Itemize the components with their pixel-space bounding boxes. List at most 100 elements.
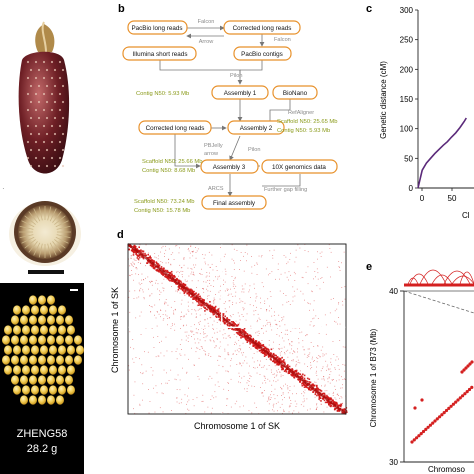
contact-point	[322, 398, 325, 400]
contact-point	[213, 303, 215, 305]
contact-point	[283, 359, 285, 361]
contact-point	[228, 390, 229, 391]
contact-point	[252, 357, 254, 359]
contact-point	[160, 251, 161, 253]
contact-point	[194, 364, 195, 366]
contact-point	[244, 302, 246, 304]
contact-point	[296, 373, 298, 375]
contact-point	[308, 388, 310, 391]
contact-point	[139, 404, 141, 406]
contact-point	[301, 331, 303, 333]
contact-point	[148, 389, 149, 390]
contact-point	[180, 354, 182, 356]
contact-point	[321, 277, 323, 278]
link-arc	[419, 269, 447, 285]
contact-point	[307, 251, 309, 253]
contact-point	[204, 333, 206, 334]
contact-point	[268, 340, 270, 341]
contact-point	[268, 365, 270, 366]
contact-point	[191, 347, 192, 349]
contact-point	[151, 293, 153, 295]
contact-point	[294, 273, 296, 275]
contact-point	[144, 351, 145, 353]
contact-point	[230, 288, 231, 290]
kernel-speck	[58, 140, 62, 144]
contact-point	[178, 279, 181, 282]
contact-point	[287, 370, 290, 373]
kernel-speck	[50, 76, 54, 80]
contact-point	[140, 249, 142, 251]
seed	[38, 295, 46, 305]
contact-point	[342, 300, 343, 302]
contact-point	[222, 412, 224, 413]
contact-point	[176, 397, 178, 399]
contact-point	[263, 355, 266, 357]
contact-point	[197, 304, 200, 306]
contact-point	[129, 275, 131, 277]
contact-point	[132, 249, 135, 251]
contact-point	[236, 324, 239, 327]
contact-point	[275, 354, 277, 357]
contact-point	[249, 343, 251, 345]
contact-point	[254, 346, 257, 349]
contact-point	[338, 410, 341, 412]
contact-point	[263, 365, 265, 367]
contact-point	[238, 351, 240, 353]
contact-point	[256, 351, 258, 353]
seed	[67, 325, 75, 335]
hic-diagonal	[201, 300, 208, 307]
contact-point	[265, 382, 267, 384]
contact-point	[222, 314, 225, 317]
contact-point	[139, 403, 141, 405]
contact-point	[193, 293, 196, 295]
contact-point	[196, 300, 199, 303]
edge-arrow: Arrow	[199, 39, 215, 45]
contact-point	[187, 267, 189, 269]
contact-point	[323, 281, 324, 283]
contact-point	[273, 360, 275, 363]
contact-point	[262, 352, 264, 354]
contact-point	[244, 332, 247, 334]
seed	[49, 365, 57, 375]
contact-point	[231, 276, 233, 277]
contact-point	[133, 298, 135, 299]
contact-point	[261, 392, 263, 394]
contact-point	[291, 348, 292, 350]
contact-point	[273, 403, 275, 405]
contact-point	[264, 300, 266, 302]
contact-point	[136, 267, 137, 268]
contact-point	[169, 317, 170, 319]
contact-point	[188, 305, 189, 307]
contact-point	[258, 350, 261, 352]
contact-point	[249, 375, 251, 376]
contact-point	[238, 333, 240, 336]
contact-point	[153, 267, 156, 270]
contact-point	[165, 249, 167, 251]
kernel-ray	[21, 236, 35, 244]
edge-gap-filling: Further gap filling	[264, 187, 307, 193]
contact-point	[295, 406, 297, 407]
contact-point	[268, 410, 270, 412]
contact-point	[130, 263, 132, 264]
contact-point	[197, 376, 199, 377]
contact-point	[276, 356, 279, 358]
contact-point	[191, 289, 193, 292]
hic-diagonal	[205, 304, 212, 310]
contact-point	[318, 394, 320, 396]
contact-point	[245, 356, 247, 358]
contact-point	[279, 278, 280, 280]
contact-point	[344, 379, 346, 380]
contact-point	[236, 336, 238, 338]
contact-point	[213, 300, 214, 302]
contact-point	[177, 286, 180, 288]
panel-c-label: c	[366, 3, 372, 15]
contact-point	[282, 399, 283, 401]
contact-point	[228, 319, 231, 321]
contact-point	[307, 355, 309, 356]
contact-point	[324, 401, 327, 404]
contact-point	[224, 348, 226, 350]
contact-point	[133, 394, 135, 396]
contact-point	[154, 304, 156, 306]
contact-point	[227, 318, 229, 321]
contact-point	[176, 389, 178, 390]
